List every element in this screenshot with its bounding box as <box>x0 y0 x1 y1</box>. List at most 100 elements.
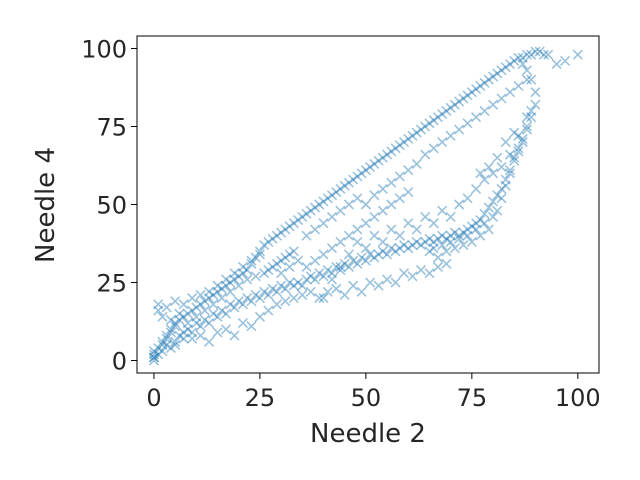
data-point <box>305 205 316 216</box>
data-point <box>386 243 397 254</box>
data-point <box>352 258 363 269</box>
data-point <box>318 196 329 207</box>
data-point <box>513 146 524 157</box>
data-point <box>432 252 444 263</box>
data-point <box>403 186 414 198</box>
data-point <box>458 227 469 238</box>
data-point <box>318 218 329 229</box>
data-point <box>424 118 435 129</box>
data-point <box>386 199 397 210</box>
data-point <box>479 77 490 88</box>
data-point <box>225 286 236 297</box>
data-point <box>335 236 346 248</box>
data-point <box>220 274 232 285</box>
data-point <box>259 286 270 297</box>
data-point <box>377 246 388 257</box>
data-point <box>203 293 215 304</box>
data-point <box>212 311 223 322</box>
data-point <box>492 68 503 79</box>
data-point <box>335 183 346 194</box>
data-point <box>420 149 431 160</box>
data-point <box>471 83 482 95</box>
data-point <box>165 314 176 326</box>
data-point <box>170 296 181 307</box>
data-point <box>521 65 533 76</box>
data-point <box>259 268 270 279</box>
data-point <box>254 311 265 322</box>
data-point <box>492 205 503 216</box>
data-point <box>504 168 516 179</box>
data-point <box>297 280 308 291</box>
data-point <box>191 311 202 322</box>
data-point <box>314 268 325 279</box>
data-point <box>411 236 422 248</box>
data-point <box>483 202 494 213</box>
data-point <box>157 311 168 322</box>
data-point <box>475 230 486 241</box>
data-point <box>267 283 278 294</box>
data-point <box>386 177 397 188</box>
data-point <box>441 233 452 244</box>
data-point <box>479 208 490 219</box>
data-point <box>263 305 274 316</box>
data-point <box>373 249 384 260</box>
data-point <box>195 299 206 310</box>
data-point <box>377 152 388 163</box>
y-axis-label: Needle 4 <box>31 147 61 263</box>
data-point <box>530 99 541 110</box>
data-point <box>517 59 528 70</box>
data-point <box>250 271 261 282</box>
data-point <box>360 255 371 266</box>
data-point <box>216 283 227 294</box>
data-point <box>530 46 541 57</box>
data-point <box>174 330 185 341</box>
data-point <box>428 218 439 229</box>
data-point <box>233 296 244 307</box>
data-point <box>496 193 507 204</box>
data-point <box>398 239 410 251</box>
data-point <box>390 246 401 257</box>
data-point <box>229 268 240 279</box>
data-point <box>475 215 486 226</box>
data-point <box>445 236 456 248</box>
data-point <box>352 236 363 248</box>
data-point <box>301 208 312 219</box>
data-point <box>170 318 181 329</box>
data-point <box>462 90 473 101</box>
data-point <box>203 336 215 347</box>
data-point <box>403 133 414 145</box>
data-point <box>369 252 380 263</box>
data-point <box>437 205 448 216</box>
data-point <box>309 274 321 285</box>
data-point <box>479 105 490 116</box>
data-point <box>504 165 516 176</box>
data-point <box>237 261 249 272</box>
data-point <box>454 230 465 241</box>
data-point <box>369 211 380 223</box>
data-point <box>254 246 265 257</box>
data-point <box>517 133 528 145</box>
data-point <box>326 243 338 254</box>
y-tick-label: 0 <box>112 348 127 376</box>
data-point <box>276 255 287 266</box>
data-point <box>526 74 537 85</box>
data-point <box>411 224 422 235</box>
data-point <box>157 346 168 357</box>
data-point <box>365 249 376 260</box>
data-point <box>369 190 380 201</box>
data-point <box>335 264 346 276</box>
data-point <box>288 280 299 291</box>
data-point <box>466 87 477 98</box>
data-point <box>348 174 359 185</box>
data-point <box>530 87 541 98</box>
data-point <box>182 318 193 329</box>
x-tick-label: 75 <box>457 384 488 412</box>
data-point <box>199 305 210 316</box>
data-point <box>390 277 401 288</box>
data-point <box>276 268 287 279</box>
data-point <box>229 274 240 285</box>
data-point <box>517 137 528 148</box>
data-point <box>284 277 295 288</box>
data-point <box>415 124 427 135</box>
data-point <box>360 218 371 229</box>
